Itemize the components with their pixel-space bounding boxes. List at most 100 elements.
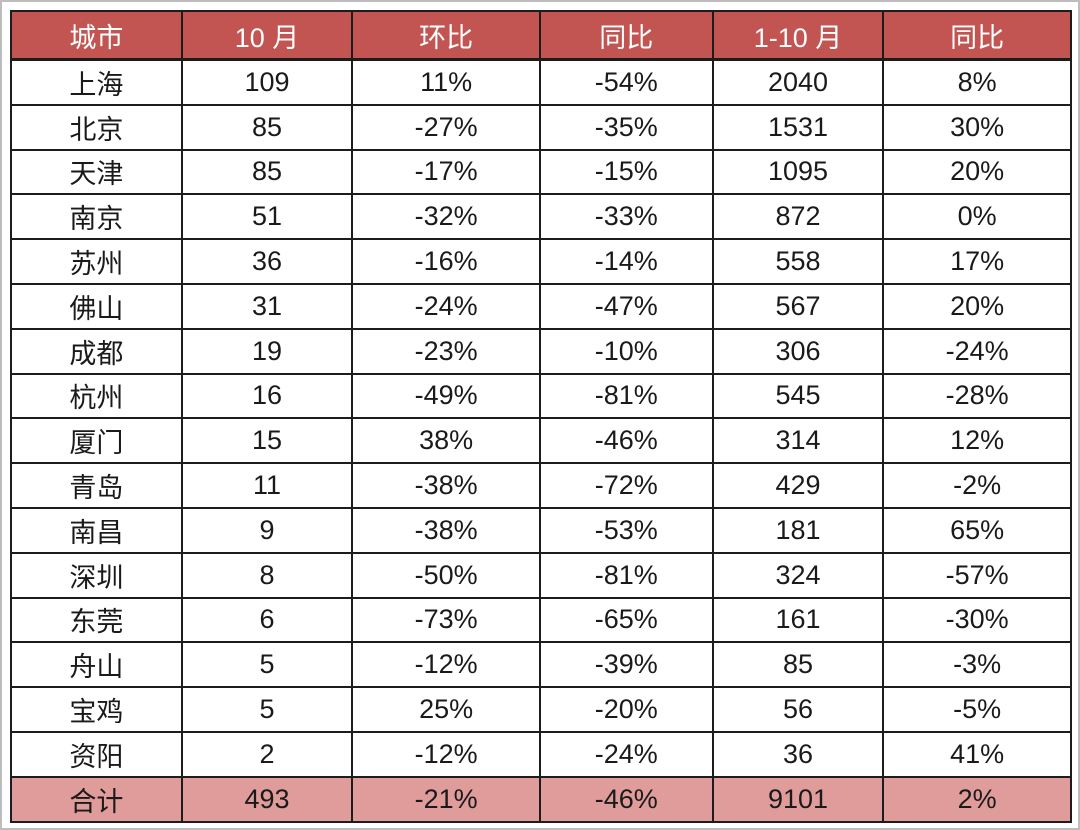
value-cell: 558	[711, 238, 885, 285]
value-cell: -46%	[538, 417, 714, 465]
city-stats-table: 城市 10 月环比 同比 1-10 月同比 上海 109 11% -54% 2040 8% 北京 8…	[10, 10, 1072, 823]
value-cell: -17%	[351, 148, 541, 196]
value-cell: 872	[711, 193, 885, 241]
value-cell: -27%	[351, 103, 541, 151]
value-cell: 25%	[351, 686, 541, 733]
city-cell: 苏州	[10, 238, 183, 285]
value-cell: -81%	[538, 372, 714, 420]
value-cell: -23%	[351, 327, 541, 375]
value-cell: 2040	[711, 58, 885, 106]
value-cell: 85	[711, 641, 885, 689]
table-header: 城市 10 月环比 同比 1-10 月同比	[10, 10, 1072, 61]
city-cell: 上海	[10, 58, 183, 106]
value-cell: 36	[711, 730, 885, 778]
city-cell: 青岛	[10, 462, 183, 509]
total-value-cell: 2%	[882, 775, 1072, 823]
city-cell: 天津	[10, 148, 183, 196]
city-cell: 成都	[10, 327, 183, 375]
value-cell: -49%	[351, 372, 541, 420]
table-row: 舟山 5 -12% -39% 85 -3%	[10, 641, 1072, 689]
value-cell: -33%	[538, 193, 714, 241]
value-cell: -14%	[538, 238, 714, 285]
value-cell: -5%	[882, 686, 1072, 733]
value-cell: 161	[711, 596, 885, 644]
value-cell: -65%	[538, 596, 714, 644]
column-header: 1-10 月	[711, 10, 885, 61]
value-cell: -3%	[882, 641, 1072, 689]
value-cell: 9	[180, 506, 354, 554]
value-cell: 109	[180, 58, 354, 106]
value-cell: -57%	[882, 551, 1072, 599]
value-cell: 5	[180, 641, 354, 689]
value-cell: -30%	[882, 596, 1072, 644]
table-footer: 合计 493 -21% -46% 9101 2%	[10, 775, 1072, 823]
table-row: 深圳 8 -50% -81% 324 -57%	[10, 551, 1072, 599]
value-cell: -28%	[882, 372, 1072, 420]
total-value-cell: -46%	[538, 775, 714, 823]
value-cell: 36	[180, 238, 354, 285]
value-cell: 0%	[882, 193, 1072, 241]
value-cell: 181	[711, 506, 885, 554]
column-header: 同比	[882, 10, 1072, 61]
value-cell: -73%	[351, 596, 541, 644]
table-row: 厦门 15 38% -46% 314 12%	[10, 417, 1072, 465]
city-cell: 宝鸡	[10, 686, 183, 733]
table-body: 上海 109 11% -54% 2040 8% 北京 85 -27% -35% 1531 30% 天津 8…	[10, 58, 1072, 778]
value-cell: 20%	[882, 282, 1072, 330]
table-row: 青岛 11 -38% -72% 429 -2%	[10, 462, 1072, 509]
header-row: 城市 10 月环比 同比 1-10 月同比	[10, 10, 1072, 61]
city-cell: 东莞	[10, 596, 183, 644]
city-cell: 舟山	[10, 641, 183, 689]
value-cell: 429	[711, 462, 885, 509]
value-cell: 20%	[882, 148, 1072, 196]
value-cell: 16	[180, 372, 354, 420]
value-cell: 38%	[351, 417, 541, 465]
value-cell: 2	[180, 730, 354, 778]
value-cell: 12%	[882, 417, 1072, 465]
table-row: 资阳 2 -12% -24% 36 41%	[10, 730, 1072, 778]
column-header: 同比	[538, 10, 714, 61]
value-cell: -54%	[538, 58, 714, 106]
value-cell: 56	[711, 686, 885, 733]
value-cell: -32%	[351, 193, 541, 241]
value-cell: 19	[180, 327, 354, 375]
table-row: 东莞 6 -73% -65% 161 -30%	[10, 596, 1072, 644]
value-cell: 306	[711, 327, 885, 375]
value-cell: -35%	[538, 103, 714, 151]
total-label-cell: 合计	[10, 775, 183, 823]
value-cell: -53%	[538, 506, 714, 554]
value-cell: 1531	[711, 103, 885, 151]
value-cell: 6	[180, 596, 354, 644]
value-cell: -24%	[538, 730, 714, 778]
value-cell: -39%	[538, 641, 714, 689]
value-cell: 85	[180, 103, 354, 151]
value-cell: 11%	[351, 58, 541, 106]
city-cell: 北京	[10, 103, 183, 151]
total-row: 合计 493 -21% -46% 9101 2%	[10, 775, 1072, 823]
city-cell: 佛山	[10, 282, 183, 330]
value-cell: 11	[180, 462, 354, 509]
table-row: 佛山 31 -24% -47% 567 20%	[10, 282, 1072, 330]
value-cell: -47%	[538, 282, 714, 330]
value-cell: 324	[711, 551, 885, 599]
value-cell: -2%	[882, 462, 1072, 509]
value-cell: -12%	[351, 641, 541, 689]
value-cell: -38%	[351, 506, 541, 554]
value-cell: -50%	[351, 551, 541, 599]
table-row: 苏州 36 -16% -14% 558 17%	[10, 238, 1072, 285]
value-cell: 567	[711, 282, 885, 330]
table-row: 天津 85 -17% -15% 1095 20%	[10, 148, 1072, 196]
city-cell: 杭州	[10, 372, 183, 420]
value-cell: 65%	[882, 506, 1072, 554]
value-cell: -81%	[538, 551, 714, 599]
value-cell: 8%	[882, 58, 1072, 106]
city-cell: 资阳	[10, 730, 183, 778]
value-cell: 85	[180, 148, 354, 196]
value-cell: 31	[180, 282, 354, 330]
value-cell: 545	[711, 372, 885, 420]
value-cell: -10%	[538, 327, 714, 375]
column-header: 10 月	[180, 10, 354, 61]
city-cell: 南昌	[10, 506, 183, 554]
value-cell: -38%	[351, 462, 541, 509]
table-row: 北京 85 -27% -35% 1531 30%	[10, 103, 1072, 151]
